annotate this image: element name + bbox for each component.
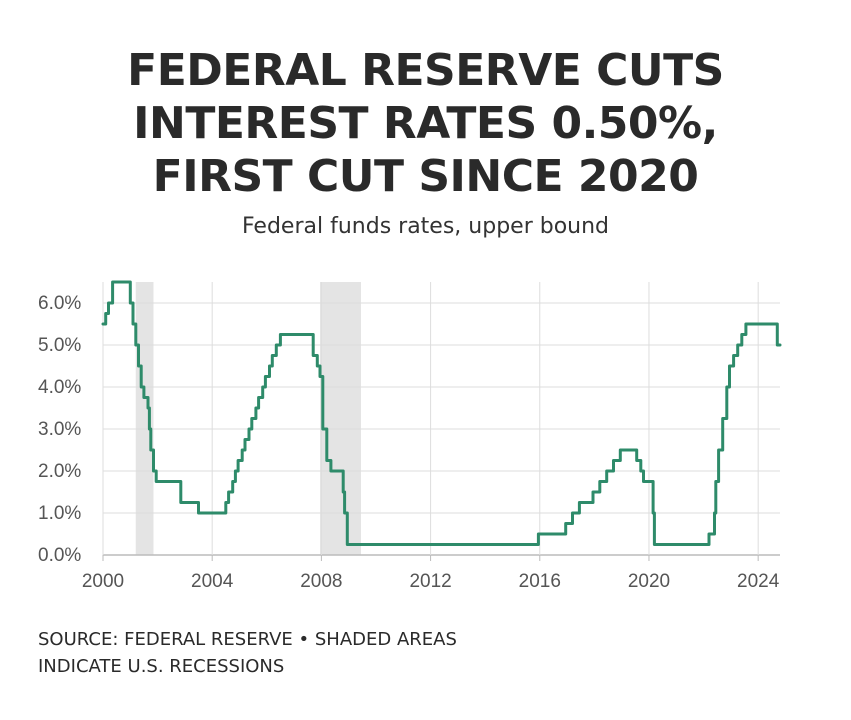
- y-tick-label-1: 1.0%: [38, 503, 81, 524]
- x-tick-label-2: 2008: [300, 571, 342, 592]
- x-tick-label-6: 2024: [737, 571, 780, 592]
- chart-grid: [102, 282, 780, 556]
- x-tick-label-5: 2020: [628, 571, 670, 592]
- x-tick-label-3: 2012: [409, 571, 451, 592]
- fed-funds-rate-chart: 0.0% 1.0% 2.0% 3.0% 4.0% 5.0% 6.0% 2000 2004 2008…: [38, 280, 782, 592]
- y-tick-label-2: 2.0%: [38, 461, 81, 482]
- recession-shading: [135, 282, 361, 555]
- series-line-0: [101, 280, 782, 546]
- recession-band-1: [135, 282, 154, 555]
- y-tick-label-0: 0.0%: [38, 545, 81, 566]
- x-tick-label-0: 2000: [82, 571, 124, 592]
- chart-title: FEDERAL RESERVE CUTS INTEREST RATES 0.50…: [0, 44, 851, 203]
- chart-axes: [102, 555, 759, 561]
- recession-band-2: [320, 282, 361, 555]
- y-tick-label-3: 3.0%: [38, 419, 81, 440]
- y-tick-label-6: 6.0%: [38, 293, 81, 314]
- y-tick-label-5: 5.0%: [38, 335, 81, 356]
- x-tick-label-4: 2016: [519, 571, 561, 592]
- title-line-3: FIRST CUT SINCE 2020: [152, 151, 699, 202]
- title-line-2: INTEREST RATES 0.50%,: [133, 98, 718, 149]
- tick-labels: 0.0% 1.0% 2.0% 3.0% 4.0% 5.0% 6.0% 2000 2004 2008…: [38, 293, 780, 592]
- y-tick-label-4: 4.0%: [38, 377, 81, 398]
- x-tick-label-1: 2004: [191, 571, 234, 592]
- source-note: SOURCE: FEDERAL RESERVE • SHADED AREAS I…: [38, 629, 457, 677]
- chart-series: [101, 280, 782, 546]
- title-line-1: FEDERAL RESERVE CUTS: [127, 45, 724, 96]
- chart-subtitle: Federal funds rates, upper bound: [241, 214, 610, 239]
